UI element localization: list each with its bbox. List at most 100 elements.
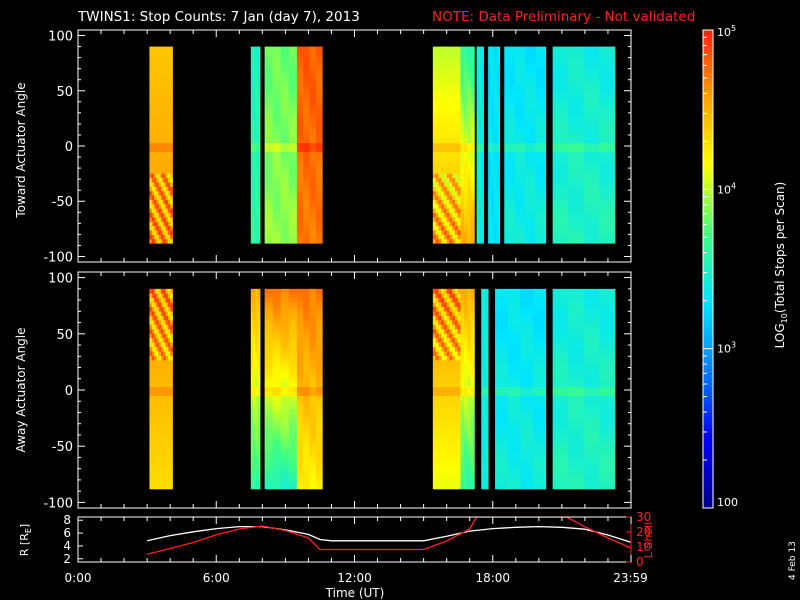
heatmap-cell	[533, 373, 547, 379]
heatmap-cell	[296, 315, 304, 321]
heatmap-cell	[441, 203, 445, 209]
heatmap-cell	[463, 368, 468, 374]
heatmap-cell	[156, 448, 160, 454]
heatmap-cell	[463, 59, 468, 65]
heatmap-cell	[296, 138, 304, 144]
heatmap-cell	[514, 68, 526, 74]
heatmap-cell	[449, 466, 453, 472]
heatmap-cell	[253, 462, 256, 468]
heatmap-cell	[163, 138, 166, 144]
heatmap-cell	[303, 328, 310, 334]
heatmap-cell	[525, 199, 536, 205]
heatmap-cell	[441, 46, 445, 52]
heatmap-cell	[167, 466, 171, 472]
heatmap-cell	[264, 77, 274, 82]
heatmap-cell	[460, 129, 465, 135]
heatmap-cell	[583, 164, 600, 170]
heatmap-cell	[438, 351, 442, 356]
heatmap-cell	[599, 212, 616, 218]
heatmap-cell	[160, 386, 164, 392]
heatmap-cell	[463, 107, 468, 113]
heatmap-cell	[264, 99, 274, 104]
heatmap-cell	[599, 293, 616, 299]
heatmap-cell	[457, 311, 461, 316]
heatmap-cell	[482, 471, 486, 476]
heatmap-cell	[460, 328, 465, 334]
heatmap-cell	[296, 288, 304, 294]
heatmap-cell	[568, 480, 585, 485]
heatmap-cell	[250, 164, 254, 170]
heatmap-cell	[552, 77, 569, 82]
heatmap-cell	[435, 377, 439, 383]
heatmap-block	[250, 46, 261, 244]
heatmap-cell	[493, 103, 498, 109]
heatmap-cell	[583, 315, 600, 321]
heatmap-cell	[583, 125, 600, 131]
heatmap-cell	[470, 177, 475, 183]
heatmap-cell	[170, 475, 173, 481]
heatmap-cell	[460, 391, 465, 396]
heatmap-cell	[438, 399, 442, 405]
heatmap-cell	[149, 297, 153, 303]
heatmap-cell	[552, 85, 569, 91]
heatmap-cell	[599, 142, 616, 148]
heatmap-cell	[435, 346, 439, 352]
heatmap-cell	[303, 81, 310, 87]
heatmap-cell	[484, 480, 487, 485]
heatmap-cell	[467, 422, 472, 428]
heatmap-cell	[170, 337, 173, 343]
heatmap-cell	[149, 364, 153, 370]
heatmap-cell	[457, 120, 461, 126]
heatmap-cell	[454, 457, 459, 463]
heatmap-cell	[446, 373, 450, 379]
heatmap-cell	[253, 216, 256, 222]
heatmap-cell	[154, 319, 157, 325]
heatmap-cell	[568, 368, 585, 374]
heatmap-cell	[151, 182, 155, 187]
heatmap-cell	[432, 306, 437, 312]
heatmap-cell	[309, 216, 317, 222]
heatmap-cell	[264, 471, 274, 476]
heatmap-cell	[467, 116, 472, 122]
heatmap-cell	[443, 94, 448, 100]
heatmap-cell	[250, 142, 254, 148]
heatmap-cell	[568, 364, 585, 370]
heatmap-cell	[272, 225, 282, 231]
heatmap-cell	[446, 177, 450, 183]
heatmap-cell	[454, 399, 459, 405]
heatmap-cell	[303, 342, 310, 348]
heatmap-cell	[568, 68, 585, 74]
heatmap-cell	[460, 471, 465, 476]
heatmap-cell	[470, 186, 475, 192]
heatmap-cell	[460, 431, 465, 436]
heatmap-cell	[158, 221, 162, 227]
heatmap-cell	[149, 46, 153, 52]
heatmap-cell	[151, 457, 155, 463]
heatmap-cell	[257, 484, 261, 490]
heatmap-cell	[504, 103, 516, 109]
heatmap-cell	[454, 368, 459, 374]
heatmap-cell	[552, 439, 569, 445]
heatmap-cell	[452, 408, 456, 414]
heatmap-cell	[476, 59, 479, 65]
heatmap-cell	[280, 471, 290, 476]
heatmap-cell	[250, 103, 254, 109]
heatmap-cell	[151, 395, 155, 401]
heatmap-cell	[446, 471, 450, 476]
preliminary-note: NOTE: Data Preliminary - Not validated	[432, 9, 695, 25]
heatmap-cell	[170, 346, 173, 352]
colorbar-swatch	[703, 45, 713, 51]
heatmap-cell	[167, 212, 171, 218]
heatmap-cell	[520, 435, 534, 441]
heatmap-cell	[160, 64, 164, 69]
heatmap-cell	[463, 333, 468, 339]
heatmap-cell	[156, 342, 160, 348]
heatmap-cell	[484, 364, 487, 370]
heatmap-cell	[552, 155, 569, 161]
heatmap-cell	[449, 155, 453, 161]
heatmap-cell	[443, 324, 448, 330]
heatmap-cell	[496, 195, 501, 200]
heatmap-cell	[441, 364, 445, 370]
heatmap-cell	[163, 293, 166, 299]
